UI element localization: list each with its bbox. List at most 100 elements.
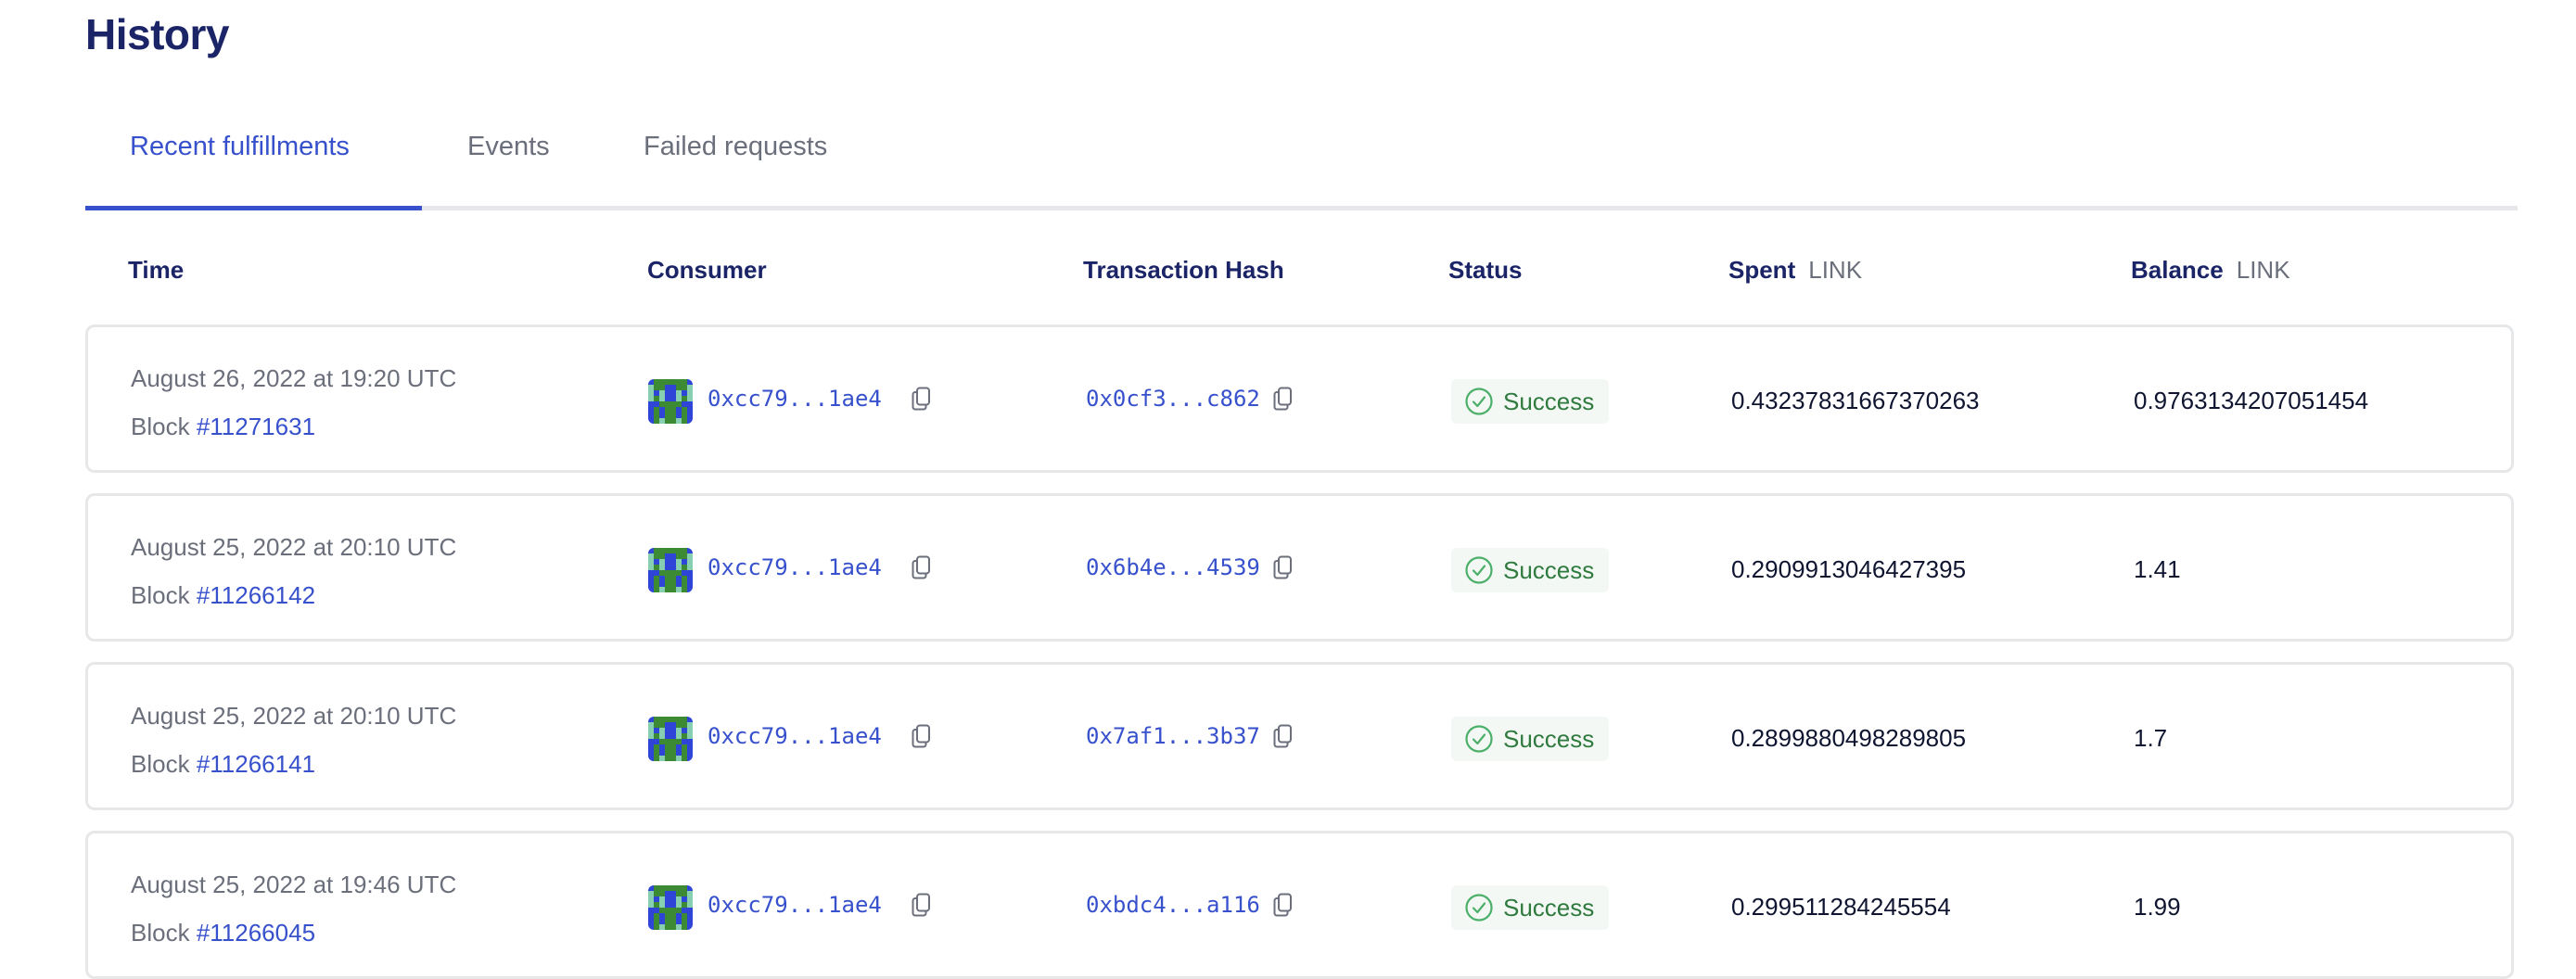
identicon-cell (659, 728, 665, 733)
identicon-cell (687, 756, 693, 761)
identicon-cell (665, 756, 670, 761)
identicon-cell (654, 739, 659, 744)
identicon-cell (665, 902, 670, 908)
identicon-cell (654, 407, 659, 413)
identicon-cell (687, 559, 693, 565)
identicon-cell (670, 722, 676, 728)
copy-icon[interactable] (912, 387, 932, 411)
identicon-cell (670, 565, 676, 570)
block-link[interactable]: #11266045 (196, 919, 316, 947)
identicon-cell (648, 744, 654, 750)
identicon-cell (654, 896, 659, 902)
transaction-hash-link[interactable]: 0x6b4e...4539 (1086, 554, 1260, 580)
block-link[interactable]: #11266142 (196, 581, 316, 609)
identicon-cell (659, 570, 665, 576)
identicon-cell (665, 396, 670, 401)
identicon-cell (665, 728, 670, 733)
block-prefix: Block (131, 581, 190, 609)
consumer-address-link[interactable]: 0xcc79...1ae4 (708, 892, 882, 918)
copy-icon[interactable] (1273, 724, 1294, 748)
identicon-cell (682, 733, 687, 739)
block-link[interactable]: #11266141 (196, 750, 316, 778)
check-circle-icon (1465, 556, 1493, 584)
identicon-cell (670, 739, 676, 744)
identicon-cell (687, 744, 693, 750)
identicon-cell (648, 396, 654, 401)
consumer-address-link[interactable]: 0xcc79...1ae4 (708, 386, 882, 412)
block-prefix: Block (131, 413, 190, 440)
consumer-address-link[interactable]: 0xcc79...1ae4 (708, 723, 882, 749)
identicon-cell (659, 379, 665, 385)
identicon-cell (682, 739, 687, 744)
identicon-cell (659, 390, 665, 396)
identicon-cell (654, 728, 659, 733)
column-header-spent: Spent LINK (1728, 256, 1862, 285)
copy-icon[interactable] (912, 724, 932, 748)
table-row: August 25, 2022 at 20:10 UTC Block #1126… (85, 662, 2514, 810)
identicon-cell (670, 908, 676, 913)
identicon-cell (670, 896, 676, 902)
identicon-cell (659, 756, 665, 761)
tab-recent-fulfillments[interactable]: Recent fulfillments (130, 132, 350, 161)
identicon-cell (648, 587, 654, 592)
identicon-cell (659, 744, 665, 750)
identicon-cell (654, 924, 659, 930)
transaction-hash-link[interactable]: 0x7af1...3b37 (1086, 723, 1260, 749)
identicon-cell (654, 581, 659, 587)
identicon-cell (670, 559, 676, 565)
identicon-cell (648, 908, 654, 913)
identicon-cell (665, 896, 670, 902)
identicon-cell (665, 744, 670, 750)
identicon-cell (670, 576, 676, 581)
row-time: August 25, 2022 at 20:10 UTC (131, 702, 457, 730)
identicon-cell (676, 739, 682, 744)
identicon-cell (682, 744, 687, 750)
spent-value: 0.43237831667370263 (1731, 387, 1980, 414)
identicon-cell (687, 407, 693, 413)
spent-unit: LINK (1808, 256, 1863, 284)
row-time: August 25, 2022 at 20:10 UTC (131, 533, 457, 561)
identicon-cell (682, 548, 687, 553)
copy-icon[interactable] (1273, 893, 1294, 917)
identicon-cell (682, 756, 687, 761)
identicon-cell (676, 396, 682, 401)
consumer-address-link[interactable]: 0xcc79...1ae4 (708, 554, 882, 580)
block-prefix: Block (131, 919, 190, 947)
tab-failed-requests[interactable]: Failed requests (644, 132, 828, 161)
identicon-cell (648, 385, 654, 390)
spent-value: 0.2899880498289805 (1731, 724, 1967, 752)
identicon-cell (654, 396, 659, 401)
block-link[interactable]: #11271631 (196, 413, 316, 440)
identicon-cell (659, 401, 665, 407)
identicon-cell (687, 576, 693, 581)
identicon-cell (682, 717, 687, 722)
identicon-cell (659, 896, 665, 902)
identicon-cell (654, 919, 659, 924)
identicon-cell (654, 891, 659, 896)
transaction-hash-link[interactable]: 0x0cf3...c862 (1086, 386, 1260, 412)
copy-icon[interactable] (912, 555, 932, 579)
tab-events[interactable]: Events (467, 132, 550, 161)
copy-icon[interactable] (912, 893, 932, 917)
identicon-cell (659, 553, 665, 559)
identicon-cell (654, 913, 659, 919)
identicon-cell (687, 581, 693, 587)
identicon-cell (670, 581, 676, 587)
identicon-cell (676, 750, 682, 756)
identicon-cell (670, 756, 676, 761)
identicon-cell (676, 379, 682, 385)
transaction-hash-link[interactable]: 0xbdc4...a116 (1086, 892, 1260, 918)
identicon-cell (659, 413, 665, 418)
identicon-cell (670, 418, 676, 424)
table-row: August 25, 2022 at 20:10 UTC Block #1126… (85, 493, 2514, 642)
identicon-cell (659, 396, 665, 401)
identicon-cell (659, 750, 665, 756)
identicon-cell (665, 559, 670, 565)
identicon-cell (687, 418, 693, 424)
copy-icon[interactable] (1273, 555, 1294, 579)
copy-icon[interactable] (1273, 387, 1294, 411)
identicon-cell (676, 728, 682, 733)
identicon-cell (682, 750, 687, 756)
identicon-cell (665, 570, 670, 576)
identicon-cell (665, 401, 670, 407)
